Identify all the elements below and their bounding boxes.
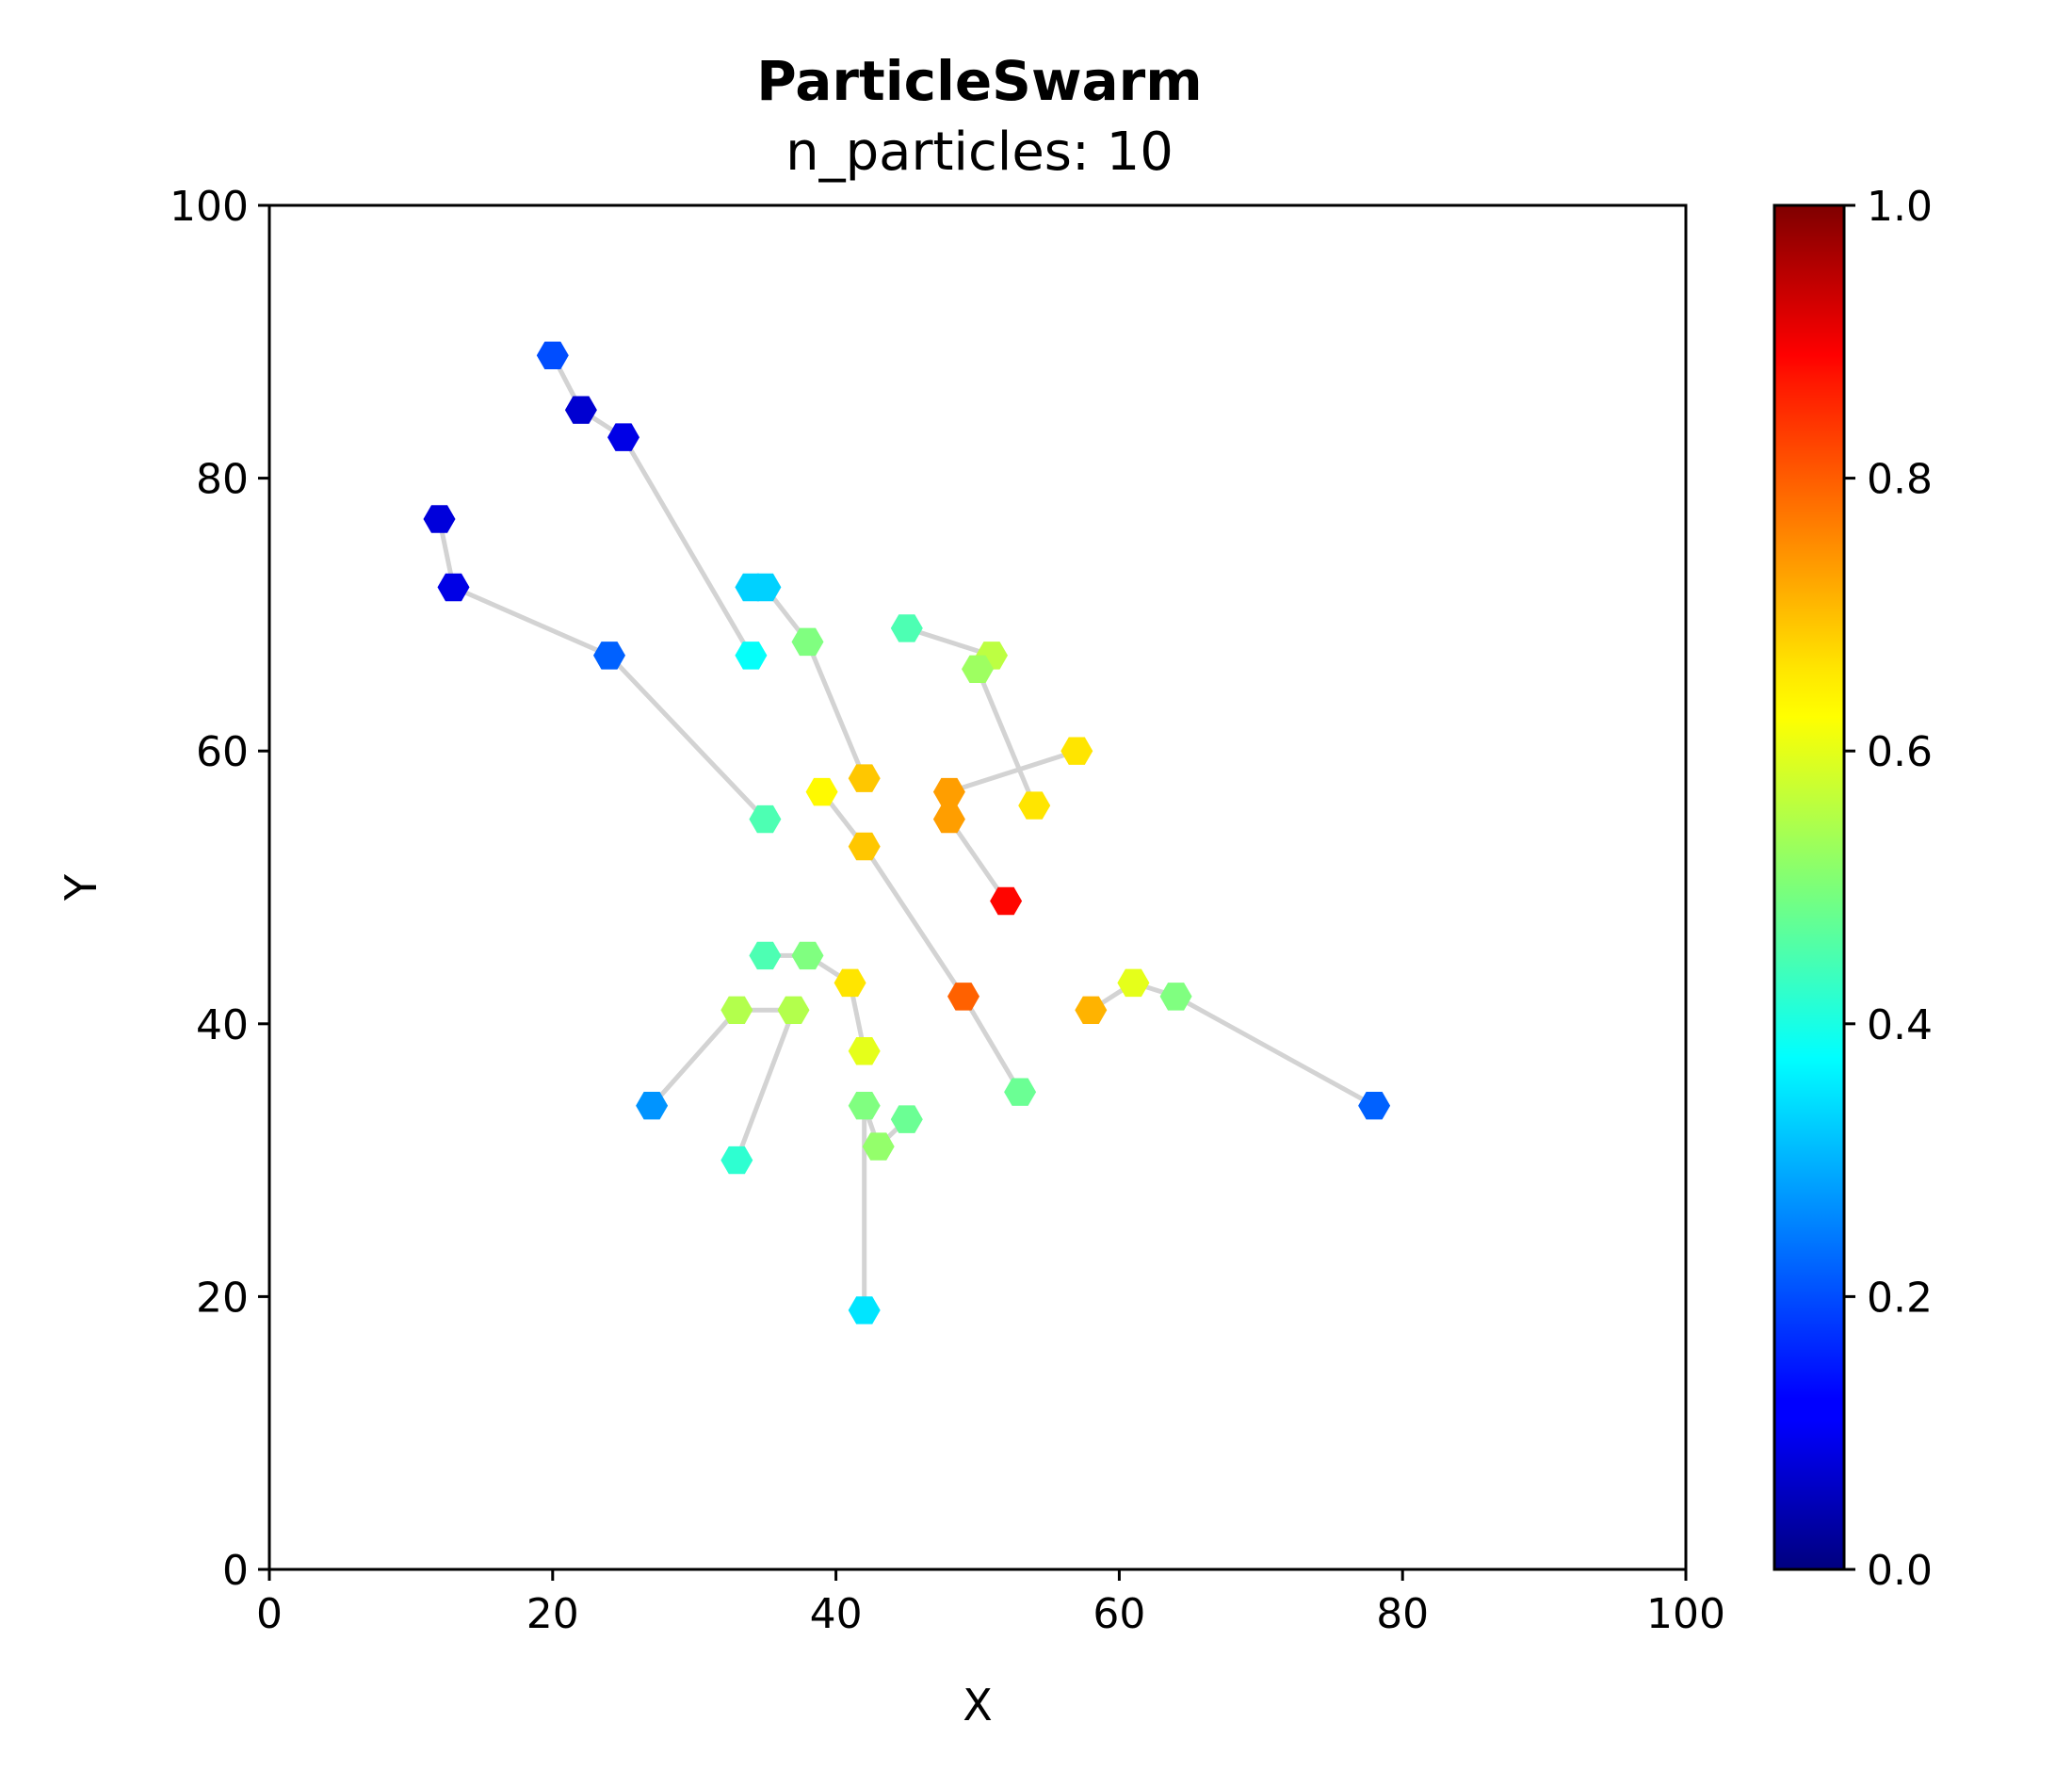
x-axis-label: X bbox=[963, 1680, 993, 1730]
y-tick-label: 100 bbox=[170, 183, 249, 231]
chart-title: ParticleSwarm bbox=[756, 49, 1202, 113]
trajectory-line-10 bbox=[1089, 980, 1376, 1108]
particle-1-step-1 bbox=[536, 341, 569, 369]
particle-9-step-4 bbox=[890, 1105, 923, 1133]
particle-2-step-4 bbox=[749, 804, 782, 834]
trajectory-line-8 bbox=[650, 1007, 796, 1162]
y-tick-label: 60 bbox=[196, 728, 249, 776]
particle-6-step-2 bbox=[848, 832, 881, 861]
trajectory-line-6 bbox=[819, 790, 1023, 1094]
trajectory-line-2 bbox=[437, 518, 768, 821]
trajectory-line-4 bbox=[906, 626, 1037, 807]
particle-10-step-2 bbox=[1159, 983, 1192, 1011]
particle-1-step-3 bbox=[607, 423, 639, 451]
x-tick-label: 100 bbox=[1646, 1590, 1725, 1638]
particle-9-step-2 bbox=[848, 1092, 881, 1120]
x-axis-ticks: 0 20 40 60 80 100 bbox=[256, 1569, 1725, 1638]
x-tick-label: 60 bbox=[1093, 1590, 1145, 1638]
particle-4-step-3 bbox=[962, 655, 994, 683]
particle-2-step-1 bbox=[423, 505, 456, 533]
trajectory-lines bbox=[437, 354, 1376, 1310]
particle-5-step-4 bbox=[990, 886, 1023, 916]
y-axis-label: Y bbox=[56, 873, 106, 902]
colorbar-tick-label: 1.0 bbox=[1867, 183, 1933, 231]
colorbar-tick-label: 0.6 bbox=[1867, 728, 1933, 776]
x-tick-label: 80 bbox=[1376, 1590, 1429, 1638]
colorbar-ticks: 0.0 0.2 0.4 0.6 0.8 1.0 bbox=[1844, 183, 1933, 1595]
y-tick-label: 20 bbox=[196, 1274, 249, 1322]
x-tick-label: 20 bbox=[526, 1590, 579, 1638]
colorbar-tick-label: 0.0 bbox=[1867, 1547, 1933, 1595]
trajectory-line-3 bbox=[751, 584, 867, 780]
particle-2-step-3 bbox=[593, 642, 625, 670]
colorbar-tick-label: 0.2 bbox=[1867, 1274, 1933, 1322]
particle-7-step-2 bbox=[791, 941, 824, 970]
particle-3-step-2 bbox=[749, 573, 782, 602]
trajectory-line-9 bbox=[862, 1103, 909, 1310]
particle-3-step-4 bbox=[848, 764, 881, 792]
y-tick-label: 0 bbox=[222, 1547, 249, 1595]
particle-5-step-1 bbox=[1060, 737, 1093, 765]
colorbar-tick-label: 0.4 bbox=[1867, 1001, 1933, 1049]
particle-8-step-2 bbox=[720, 996, 753, 1024]
particle-9-step-3 bbox=[862, 1132, 895, 1161]
plot-area bbox=[267, 203, 1688, 1571]
particle-1-step-2 bbox=[564, 396, 597, 424]
particle-4-step-1 bbox=[890, 614, 923, 642]
particle-8-step-4 bbox=[720, 1145, 753, 1175]
particle-7-step-4 bbox=[848, 1037, 881, 1065]
particle-7-step-3 bbox=[834, 968, 866, 998]
particle-5-step-3 bbox=[932, 804, 965, 834]
particle-5-step-2 bbox=[932, 777, 965, 806]
particle-10-step-1 bbox=[1358, 1092, 1391, 1120]
particle-6-step-3 bbox=[947, 983, 979, 1011]
particle-2-step-2 bbox=[437, 573, 470, 602]
particle-1-step-4 bbox=[735, 642, 768, 670]
particle-points bbox=[423, 341, 1391, 1324]
trajectory-line-7 bbox=[765, 952, 867, 1052]
particle-7-step-1 bbox=[749, 941, 782, 970]
particle-10-step-4 bbox=[1075, 996, 1108, 1024]
particle-9-step-1 bbox=[848, 1296, 881, 1324]
trajectory-line-5 bbox=[947, 748, 1078, 902]
chart-subtitle: n_particles: 10 bbox=[785, 122, 1174, 183]
trajectory-line-1 bbox=[550, 354, 753, 658]
y-tick-label: 80 bbox=[196, 456, 249, 504]
y-tick-label: 40 bbox=[196, 1001, 249, 1049]
y-axis-ticks: 0 20 40 60 80 100 bbox=[170, 183, 269, 1595]
particle-10-step-3 bbox=[1117, 968, 1150, 998]
colorbar bbox=[1773, 203, 1846, 1571]
particle-6-step-1 bbox=[805, 777, 838, 806]
particle-3-step-3 bbox=[791, 627, 824, 657]
x-tick-label: 40 bbox=[810, 1590, 863, 1638]
particle-8-step-3 bbox=[777, 996, 810, 1024]
colorbar-tick-label: 0.8 bbox=[1867, 456, 1933, 504]
particle-6-step-4 bbox=[1004, 1078, 1037, 1106]
particle-8-step-1 bbox=[636, 1092, 669, 1120]
x-tick-label: 0 bbox=[256, 1590, 283, 1638]
particle-4-step-4 bbox=[1018, 791, 1051, 820]
